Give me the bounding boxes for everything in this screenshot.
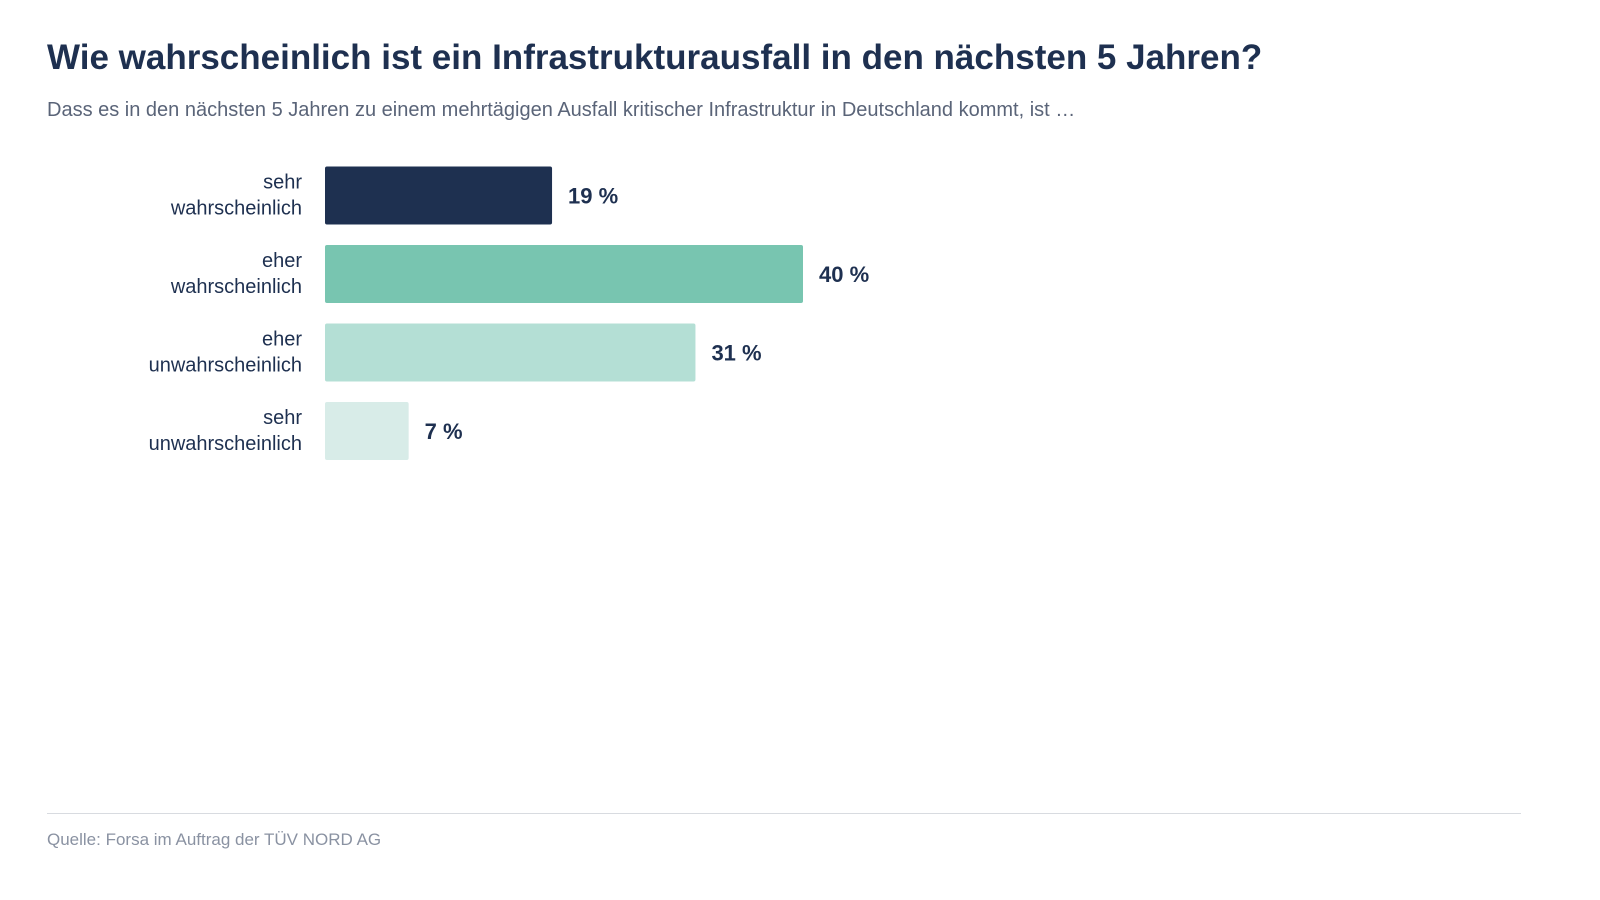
bar <box>325 402 409 460</box>
category-label-line: wahrscheinlich <box>170 198 302 220</box>
chart-title: Wie wahrscheinlich ist ein Infrastruktur… <box>47 38 1263 77</box>
value-label: 40 % <box>819 262 869 287</box>
value-label: 7 % <box>425 419 463 444</box>
bar-row: sehr wahrscheinlich 19 % <box>170 166 618 225</box>
category-label-line: eher <box>262 329 302 351</box>
bar-row: eher unwahrscheinlich 31 % <box>149 323 762 382</box>
chart-subtitle: Dass es in den nächsten 5 Jahren zu eine… <box>47 99 1076 121</box>
category-label: sehr wahrscheinlich <box>170 172 303 220</box>
bar <box>325 323 696 382</box>
category-label-line: wahrscheinlich <box>170 276 302 298</box>
category-label-line: unwahrscheinlich <box>149 355 302 377</box>
bar-row: eher wahrscheinlich 40 % <box>170 245 869 303</box>
bar <box>325 245 803 303</box>
category-label-line: sehr <box>263 407 302 429</box>
bar-chart: sehr wahrscheinlich 19 % eher wahrscheinlich… <box>149 166 869 460</box>
bar <box>325 166 553 225</box>
bar-row: sehr unwahrscheinlich 7 % <box>149 402 463 460</box>
value-label: 31 % <box>711 341 761 366</box>
category-label: eher wahrscheinlich <box>170 250 303 298</box>
category-label-line: eher <box>262 250 302 272</box>
category-label-line: sehr <box>263 172 302 194</box>
footer-divider <box>47 813 1521 814</box>
category-label: eher unwahrscheinlich <box>149 329 303 377</box>
category-label: sehr unwahrscheinlich <box>149 407 303 455</box>
value-label: 19 % <box>568 184 618 209</box>
category-label-line: unwahrscheinlich <box>149 433 302 455</box>
source-note: Quelle: Forsa im Auftrag der TÜV NORD AG <box>47 830 382 849</box>
